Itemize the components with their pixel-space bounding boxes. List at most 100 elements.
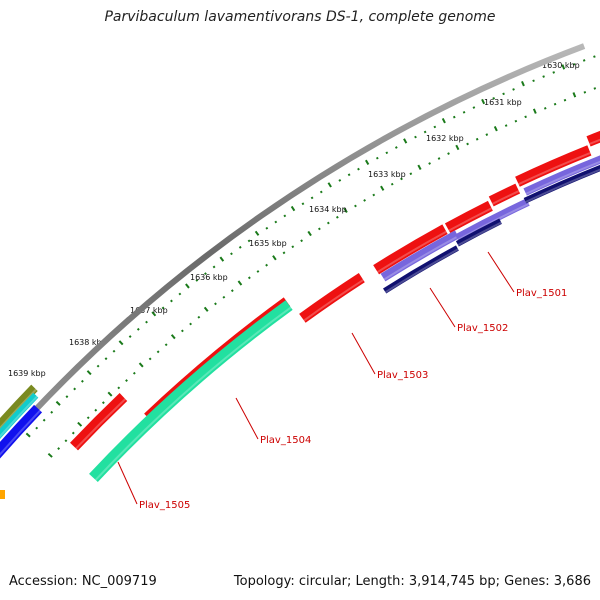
feature-highlight (492, 190, 520, 205)
ruler-tick (212, 265, 216, 269)
ruler-tick (543, 107, 547, 110)
ruler-tick (247, 239, 251, 243)
ruler-tick (265, 226, 269, 230)
ruler-tick (47, 452, 53, 458)
ruler-tick (466, 142, 469, 146)
ruler-tick (219, 256, 225, 262)
ruler-tick (77, 421, 83, 427)
ruler-tick (357, 167, 360, 171)
ruler-tick (189, 322, 193, 326)
ruler-tick (254, 230, 260, 236)
ruler-tick (145, 320, 148, 324)
feature-highlight (303, 279, 364, 322)
feature-highlight (384, 248, 459, 294)
ruler-tick (409, 172, 413, 176)
ruler-tick (423, 130, 427, 134)
ruler-tick (156, 350, 160, 354)
topology-text: Topology: circular; Length: 3,914,745 bp… (233, 574, 591, 589)
ruler-tick (582, 59, 586, 62)
cds-arrow-olive (0, 384, 38, 432)
cds-arrow (373, 224, 448, 275)
ruler-tick (343, 207, 348, 213)
ruler-tick (319, 190, 323, 194)
ruler-tick (417, 164, 422, 170)
ruler-tick (265, 263, 268, 267)
ruler-tick (272, 255, 277, 261)
ruler-tick (151, 311, 157, 317)
ruler-tick (593, 55, 596, 58)
ruler-tick (504, 124, 508, 127)
ruler-tick (170, 299, 173, 303)
ruler-tick (514, 119, 518, 123)
ruler-label: 1636 kbp (190, 273, 228, 282)
feature-highlight (94, 306, 292, 481)
cds-arrow (444, 200, 493, 234)
ruler-tick (441, 117, 446, 124)
ruler-tick (583, 91, 587, 94)
ruler-tick (347, 173, 351, 177)
ruler-tick (291, 245, 295, 249)
ruler-tick (117, 386, 121, 390)
cds-arrow (586, 130, 600, 147)
ruler-tick (136, 327, 140, 331)
ruler-tick (290, 205, 296, 212)
ruler-tick (161, 306, 165, 310)
cds-arrow (488, 183, 521, 207)
ruler-tick (180, 329, 184, 333)
leader-line (117, 461, 138, 505)
ruler-tick (403, 138, 408, 144)
ruler-tick (542, 75, 545, 78)
ruler-label: 1632 kbp (426, 134, 464, 143)
gene-label: Plav_1503 (377, 370, 428, 381)
ruler-tick (71, 431, 75, 435)
gene-label: Plav_1504 (260, 435, 311, 446)
ruler-tick (274, 220, 278, 224)
feature-highlight (0, 395, 38, 438)
ruler-tick (112, 349, 116, 353)
ruler-tick (455, 144, 460, 151)
ruler-tick (57, 447, 61, 450)
cds-arrow-navy (383, 245, 459, 294)
ruler-tick (148, 357, 152, 361)
ruler-tick (282, 251, 286, 255)
ruler-label: 1633 kbp (368, 170, 406, 179)
ruler-tick (301, 202, 305, 206)
cds-arrow-teal (0, 392, 39, 440)
ruler-tick (485, 133, 489, 136)
ruler-tick (532, 79, 535, 83)
ruler-tick (338, 179, 342, 182)
feature-highlight (518, 151, 591, 186)
feature-highlight (448, 207, 493, 232)
ruler-tick (502, 92, 505, 96)
ruler-tick (256, 270, 260, 273)
ruler-tick (327, 182, 332, 188)
ruler-tick (55, 400, 61, 406)
feature-highlight (75, 398, 127, 450)
ruler-tick (447, 152, 450, 155)
ruler-tick (125, 379, 128, 382)
ruler-tick (394, 146, 398, 149)
accession-text: Accession: NC_009719 (9, 574, 157, 589)
map-title: Parvibaculum lavamentivorans DS-1, compl… (104, 9, 496, 25)
ruler-tick (481, 98, 486, 105)
label-leader-lines (117, 251, 515, 505)
ruler-tick (35, 426, 39, 430)
ruler-tick (561, 64, 566, 70)
gene-label: Plav_1505 (139, 500, 190, 511)
ruler-tick (400, 177, 403, 181)
feature-highlight (589, 138, 600, 145)
ruler-tick (50, 410, 54, 414)
ruler-tick (414, 135, 417, 139)
ruler-tick (170, 334, 176, 340)
feature-highlight (0, 388, 37, 430)
gene-features (0, 130, 600, 499)
ruler-tick (138, 362, 144, 368)
ruler-tick (94, 408, 98, 412)
ruler-tick (73, 387, 77, 391)
ruler-tick (101, 401, 105, 405)
feature-highlight (525, 168, 600, 203)
ruler-tick (475, 137, 479, 141)
ruler-tick (512, 88, 515, 91)
ruler-tick-marks (25, 55, 597, 458)
